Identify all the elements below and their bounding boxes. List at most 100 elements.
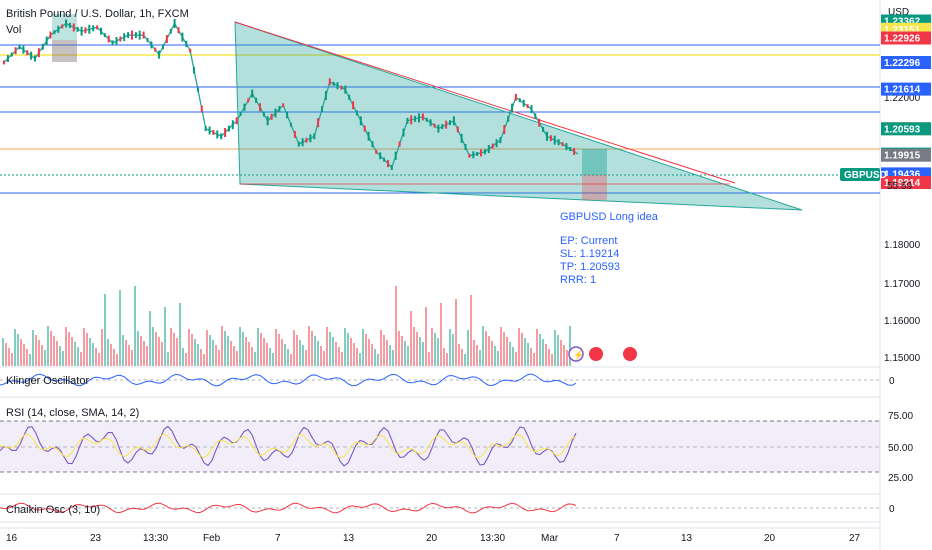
volume-bar: [89, 338, 91, 366]
volume-bar: [536, 329, 538, 366]
volume-bar: [326, 327, 328, 366]
candle: [352, 101, 355, 110]
volume-bar: [41, 345, 43, 366]
trendline-red[interactable]: [234, 21, 736, 184]
candle: [270, 113, 273, 120]
candle: [286, 111, 289, 119]
price-tick: 1.22000: [884, 93, 921, 104]
rsi-band: [0, 421, 880, 472]
candle: [375, 149, 378, 154]
volume-bar: [131, 350, 133, 366]
candle: [514, 93, 517, 101]
volume-bar: [284, 344, 286, 366]
candle: [45, 36, 48, 46]
candle: [34, 55, 36, 62]
candle: [429, 119, 432, 127]
volume-bar: [527, 343, 529, 366]
volume-bar: [32, 330, 34, 366]
volume-bar: [431, 328, 433, 366]
candle: [154, 47, 157, 52]
volume-bar: [158, 337, 160, 366]
volume-bar: [449, 329, 451, 366]
candle: [30, 51, 33, 60]
volume-bar: [107, 339, 109, 366]
candle: [72, 23, 75, 32]
volume-bar: [569, 326, 571, 366]
candle: [394, 151, 397, 160]
volume-bar: [161, 342, 163, 366]
price-tag-text: 1.19915: [884, 151, 921, 162]
volume-bar: [500, 327, 502, 366]
time-label: 13:30: [143, 533, 168, 544]
time-label: 27: [849, 533, 861, 544]
candle: [328, 78, 331, 86]
falling-wedge-pattern[interactable]: [234, 21, 803, 211]
us-flag-event-icon[interactable]: [589, 347, 603, 361]
volume-bar: [482, 326, 484, 366]
volume-bar: [236, 351, 238, 366]
candle: [495, 139, 498, 148]
volume-bar: [557, 335, 559, 366]
symbol-title[interactable]: British Pound / U.S. Dollar, 1h, FXCM: [6, 8, 189, 20]
volume-bar: [116, 354, 118, 366]
candle: [511, 103, 514, 113]
price-tag: [881, 82, 931, 96]
candle: [134, 32, 137, 39]
volume-bar: [479, 350, 481, 366]
chaikin-title[interactable]: Chaikin Osc (3, 10): [6, 504, 100, 516]
klinger-title[interactable]: Klinger Oscillator: [6, 375, 89, 387]
candle: [262, 111, 265, 117]
klinger-line: [0, 373, 577, 387]
candle: [456, 126, 459, 133]
candle: [196, 87, 199, 92]
volume-bar: [293, 330, 295, 366]
candle: [359, 116, 362, 126]
price-tag-text: 1.21614: [884, 85, 921, 96]
candle: [526, 104, 529, 109]
candle: [22, 45, 25, 54]
candle: [290, 122, 292, 127]
candle: [433, 123, 436, 128]
candle: [390, 165, 393, 170]
time-label: 13: [681, 533, 693, 544]
volume-bar: [413, 327, 415, 366]
volume-bar: [59, 346, 61, 366]
candle: [103, 33, 106, 38]
volume-bar: [188, 329, 190, 366]
candle: [251, 89, 254, 98]
candle: [224, 128, 227, 137]
time-label: 23: [90, 533, 102, 544]
volume-bar: [263, 338, 265, 366]
price-tag-text: 1.22296: [884, 58, 921, 69]
volume-bar: [335, 342, 337, 366]
candle: [227, 125, 230, 132]
volume-bar: [461, 349, 463, 366]
us-flag-event-icon[interactable]: [623, 347, 637, 361]
candle: [3, 60, 5, 65]
idea-line: RRR: 1: [560, 274, 596, 286]
volume-bar: [80, 352, 82, 366]
candle: [107, 35, 110, 43]
long-position-stop[interactable]: [582, 175, 607, 200]
candle: [425, 117, 428, 122]
ticker-tag: [840, 168, 880, 181]
volume-bar: [155, 332, 157, 366]
volume-bar: [359, 353, 361, 366]
rsi-title[interactable]: RSI (14, close, SMA, 14, 2): [6, 407, 139, 419]
volume-bar: [407, 346, 409, 366]
volume-bar: [77, 347, 79, 366]
time-label: 16: [6, 533, 18, 544]
volume-bar: [380, 330, 382, 366]
volume-bar: [332, 337, 334, 366]
candle: [266, 116, 269, 126]
candle: [534, 113, 537, 119]
candle: [127, 32, 130, 39]
candle: [367, 131, 370, 141]
volume-bar: [227, 336, 229, 366]
volume-label[interactable]: Vol: [6, 24, 21, 36]
volume-bar: [242, 332, 244, 366]
lightning-event-icon[interactable]: [568, 346, 584, 362]
volume-bar: [44, 350, 46, 366]
long-position-target[interactable]: [582, 149, 607, 175]
